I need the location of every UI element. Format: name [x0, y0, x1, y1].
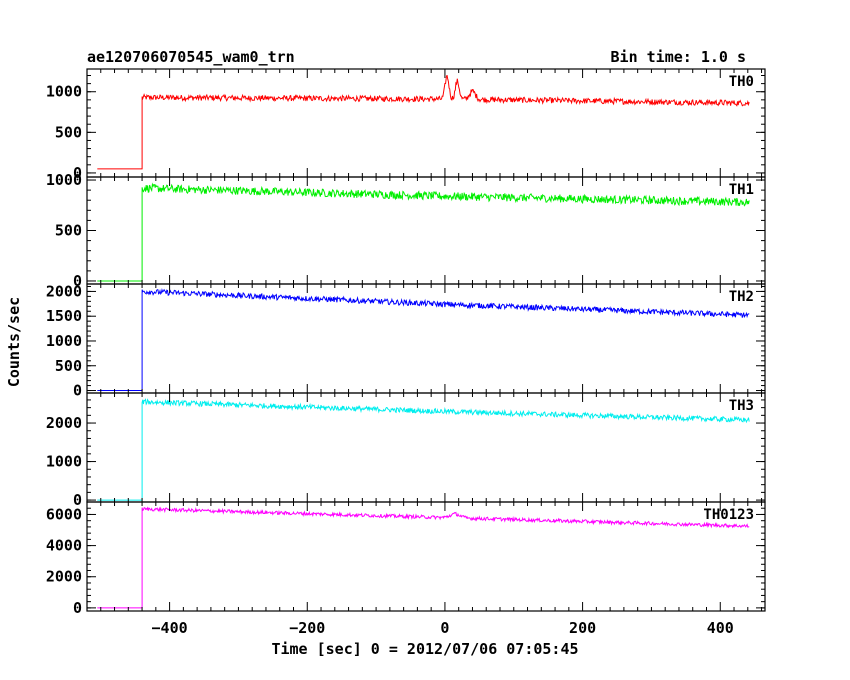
y-tick-label: 500	[55, 123, 82, 141]
y-tick-label: 0	[73, 164, 82, 182]
y-tick-label: 1000	[46, 171, 82, 189]
series-line-th0	[97, 74, 750, 170]
panel-label-th3: TH3	[729, 398, 754, 414]
y-tick-label: 500	[55, 222, 82, 240]
panel-th0: 0 500 1000 TH0	[46, 68, 766, 182]
panel-frame	[86, 68, 766, 178]
series-line-th1	[97, 182, 750, 282]
y-tick-label: 0	[73, 382, 82, 400]
y-tick-label: 4000	[46, 537, 82, 555]
panel-label-th0: TH0	[729, 74, 754, 90]
y-tick-label: 6000	[46, 505, 82, 523]
x-tick-label: −400	[152, 619, 188, 637]
x-tick-label: 200	[569, 619, 596, 637]
bin-time-label: Bin time: 1.0 s	[611, 48, 746, 66]
y-tick-label: 2000	[46, 414, 82, 432]
panel-frame	[86, 501, 766, 612]
series-line-th2	[97, 288, 750, 391]
panel-label-th0123: TH0123	[703, 507, 754, 523]
chart-title: ae120706070545_wam0_trn	[87, 48, 295, 66]
series-line-th0123	[97, 506, 750, 609]
y-tick-label: 1000	[46, 332, 82, 350]
panel-th2: 0 500 1000 1500 2000 TH2	[46, 282, 766, 400]
y-tick-label: 2000	[46, 568, 82, 586]
panel-th1: 0 500 1000 TH1	[46, 171, 766, 290]
x-axis-title: Time [sec] 0 = 2012/07/06 07:05:45	[271, 640, 578, 658]
y-tick-label: 0	[73, 599, 82, 617]
y-tick-label: 500	[55, 357, 82, 375]
series-line-th3	[97, 398, 750, 501]
y-tick-label: 1500	[46, 307, 82, 325]
panel-label-th1: TH1	[729, 182, 754, 198]
y-tick-label: 0	[73, 491, 82, 509]
panel-label-th2: TH2	[729, 289, 754, 305]
x-tick-label: −200	[289, 619, 325, 637]
y-tick-label: 1000	[46, 453, 82, 471]
y-tick-label: 0	[73, 272, 82, 290]
panel-frame	[86, 283, 766, 394]
y-tick-label: 1000	[46, 83, 82, 101]
y-tick-label: 2000	[46, 282, 82, 300]
panel-th3: 0 1000 2000 TH3	[46, 392, 766, 509]
y-axis-title: Counts/sec	[5, 297, 23, 387]
x-tick-label: 400	[707, 619, 734, 637]
x-tick-label: 0	[440, 619, 449, 637]
panel-th0123: 0 2000 4000 6000 TH0123	[46, 501, 766, 617]
